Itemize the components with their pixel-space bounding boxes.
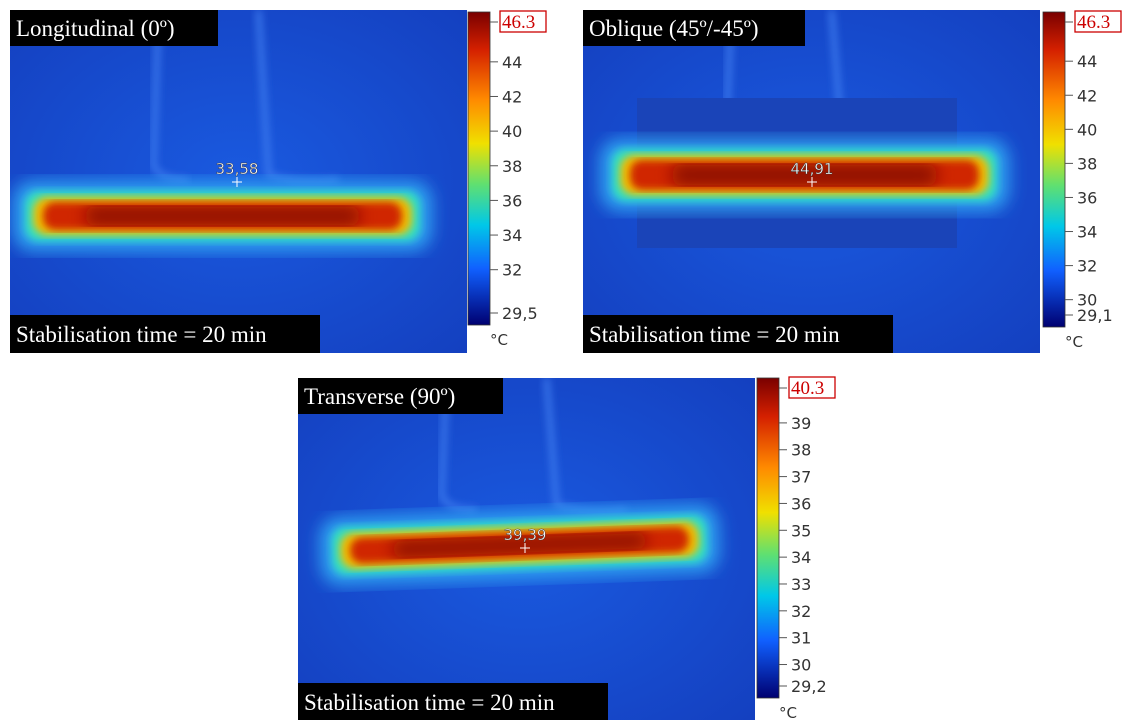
spot-crosshair <box>520 543 530 553</box>
tick-label: 29,2 <box>791 677 827 696</box>
spot-crosshair <box>232 177 242 187</box>
thermal-image: 39,39 <box>298 378 755 720</box>
thermal-image: 44,91 <box>583 10 1040 353</box>
strip-core <box>392 532 647 558</box>
colorbar <box>467 11 491 326</box>
panel-title: Longitudinal (0º) <box>16 16 175 41</box>
tick-label: 46.3 <box>502 12 535 33</box>
colorbar <box>756 377 780 699</box>
thermal-panel: 33,58 Longitudinal (0º) Stabilisation time… <box>10 10 547 353</box>
panel-title: Transverse (90º) <box>304 384 455 409</box>
unit-label: °C <box>490 331 508 349</box>
tick-label: 40.3 <box>791 378 824 399</box>
tick-label: 33 <box>791 575 811 594</box>
tick-label: 44 <box>1077 52 1097 71</box>
hot-strip <box>600 139 1009 211</box>
title-box <box>298 378 503 414</box>
tick-label: 36 <box>502 191 522 210</box>
tick-label: 29,1 <box>1077 306 1113 325</box>
tick-label: 37 <box>791 468 811 487</box>
caption-box <box>10 315 320 353</box>
tick-label: 32 <box>502 261 522 280</box>
tick-label: 44 <box>502 53 522 72</box>
panel-caption: Stabilisation time = 20 min <box>16 322 267 347</box>
max-box <box>1074 10 1122 33</box>
tick-label: 30 <box>791 656 811 675</box>
tick-label: 38 <box>502 157 522 176</box>
tick-label: 34 <box>791 548 811 567</box>
panel-caption: Stabilisation time = 20 min <box>589 322 840 347</box>
tick-label: 38 <box>791 441 811 460</box>
unit-label: °C <box>779 704 797 720</box>
caption-box <box>583 315 893 353</box>
panel-title: Oblique (45º/-45º) <box>589 16 758 41</box>
tick-label: 32 <box>1077 257 1097 276</box>
tick-label: 32 <box>791 602 811 621</box>
strip-core <box>85 207 360 225</box>
title-box <box>583 10 805 46</box>
tick-label: 38 <box>1077 154 1097 173</box>
hot-strip <box>13 181 432 251</box>
tick-label: 31 <box>791 629 811 648</box>
tick-label: 42 <box>1077 86 1097 105</box>
caption-box <box>298 683 608 720</box>
max-box <box>499 10 547 33</box>
unit-label: °C <box>1065 333 1083 351</box>
tick-label: 35 <box>791 521 811 540</box>
tick-label: 40 <box>502 122 522 141</box>
max-box <box>788 376 836 399</box>
thermal-image: 33,58 <box>10 10 467 353</box>
colorbar <box>1042 11 1066 328</box>
tick-label: 39 <box>791 414 811 433</box>
cable <box>438 378 477 513</box>
hot-strip <box>319 504 720 586</box>
tick-label: 42 <box>502 87 522 106</box>
tick-label: 36 <box>791 494 811 513</box>
panel-caption: Stabilisation time = 20 min <box>304 690 555 715</box>
spot-value: 44,91 <box>791 160 834 178</box>
tick-label: 46.3 <box>1077 12 1110 33</box>
title-box <box>10 10 218 46</box>
tick-label: 40 <box>1077 120 1097 139</box>
tick-label: 30 <box>1077 291 1097 310</box>
strip-core <box>672 165 937 185</box>
spot-value: 33,58 <box>216 160 259 178</box>
spot-crosshair <box>807 177 817 187</box>
spot-value: 39,39 <box>504 526 547 544</box>
cable <box>150 10 189 183</box>
cable <box>256 10 339 185</box>
tick-label: 34 <box>502 226 522 245</box>
tick-label: 29,5 <box>502 304 538 323</box>
thermal-panel: 39,39 Transverse (90º) Stabilisation time … <box>298 376 836 720</box>
tick-label: 34 <box>1077 223 1097 242</box>
thermal-panel: 44,91 Oblique (45º/-45º) Stabilisation tim… <box>583 10 1122 353</box>
tick-label: 36 <box>1077 188 1097 207</box>
